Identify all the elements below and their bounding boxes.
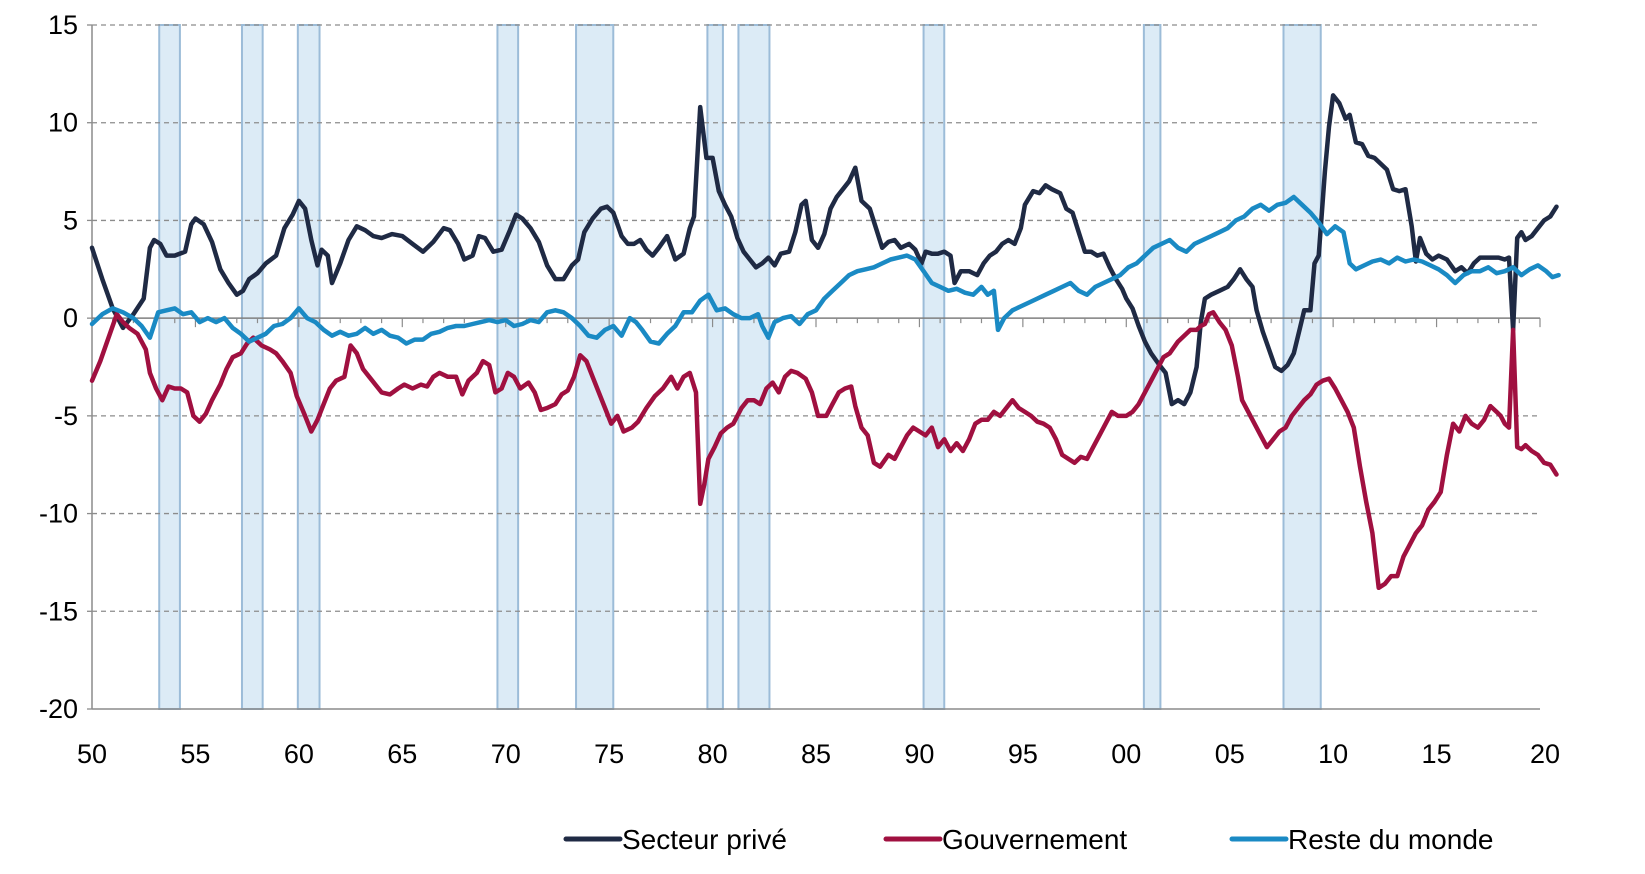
x-tick-label-70: 70 (491, 739, 521, 769)
x-tick-label-00: 00 (1111, 739, 1141, 769)
recession-band-9 (1282, 24, 1322, 710)
axes (87, 24, 1541, 710)
y-tick-label-10: 10 (48, 108, 78, 138)
x-tick-label-85: 85 (801, 739, 831, 769)
x-tick-label-60: 60 (284, 739, 314, 769)
series-line-2 (89, 194, 1561, 346)
series-lines (89, 93, 1561, 591)
legend: Secteur privé Gouvernement Reste du monde (563, 824, 1493, 855)
legend-label-0: Secteur privé (622, 824, 787, 855)
x-tick-label-55: 55 (180, 739, 210, 769)
recession-band-7 (922, 24, 946, 710)
x-tick-label-90: 90 (904, 739, 934, 769)
x-tick-label-50: 50 (77, 739, 107, 769)
x-tick-label-80: 80 (698, 739, 728, 769)
x-tick-label-65: 65 (387, 739, 417, 769)
y-tick-label-15: 15 (48, 10, 78, 40)
y-tick-label--5: -5 (54, 401, 78, 431)
recession-band-5 (706, 24, 724, 710)
recession-band-0 (158, 24, 181, 710)
recession-band-4 (575, 24, 615, 710)
legend-label-2: Reste du monde (1288, 824, 1493, 855)
y-tick-label-0: 0 (63, 303, 78, 333)
x-tick-label-05: 05 (1215, 739, 1245, 769)
recession-bands (158, 24, 1322, 710)
legend-label-1: Gouvernement (942, 824, 1127, 855)
series-line-1 (89, 310, 1559, 591)
x-tick-label-95: 95 (1008, 739, 1038, 769)
y-tick-label--10: -10 (39, 499, 78, 529)
recession-band-2 (296, 24, 321, 710)
recession-band-6 (737, 24, 771, 710)
x-tick-label-10: 10 (1318, 739, 1348, 769)
y-tick-label--20: -20 (39, 694, 78, 724)
y-tick-label-5: 5 (63, 205, 78, 235)
x-tick-label-20: 20 (1530, 739, 1560, 769)
recession-band-1 (240, 24, 264, 710)
series-line-0 (89, 93, 1559, 407)
x-tick-label-15: 15 (1422, 739, 1452, 769)
recession-band-3 (496, 24, 520, 710)
x-tick-label-75: 75 (594, 739, 624, 769)
y-tick-label--15: -15 (39, 596, 78, 626)
